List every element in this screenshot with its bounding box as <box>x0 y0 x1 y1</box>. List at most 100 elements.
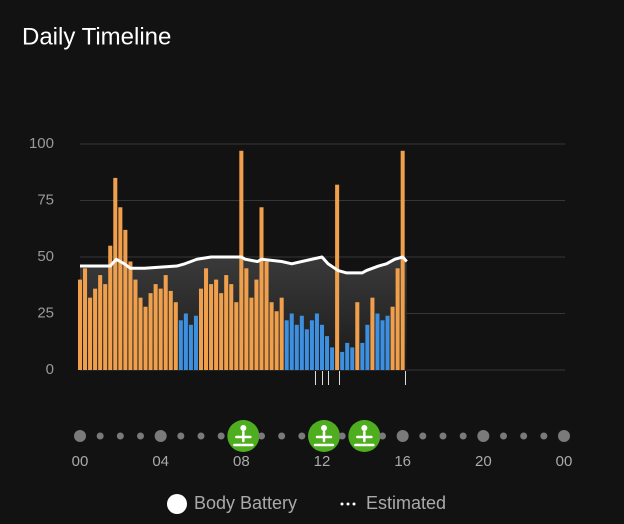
activity-icon <box>308 420 340 452</box>
stress-bar <box>264 261 269 370</box>
stress-bar <box>340 351 345 370</box>
stress-bar <box>395 268 400 370</box>
x-tick-label: 00 <box>556 453 573 470</box>
stress-bar <box>234 302 239 370</box>
stress-bar <box>77 279 83 370</box>
icon-head <box>361 425 368 431</box>
stress-bar <box>274 311 279 370</box>
timeline-dot <box>137 432 144 440</box>
stress-bar <box>229 284 234 370</box>
icon-body <box>233 430 254 447</box>
timeline-dot <box>477 430 490 442</box>
stress-bar <box>254 279 259 370</box>
stress-bar <box>375 313 380 370</box>
y-tick-label: 25 <box>37 304 54 321</box>
stress-bar <box>385 315 390 370</box>
body-battery-line <box>80 255 408 275</box>
stress-bar <box>88 297 93 370</box>
event-markers <box>315 371 406 385</box>
stress-bar <box>294 324 299 370</box>
stress-bar <box>335 184 340 370</box>
x-tick-label: 16 <box>394 453 411 470</box>
stress-bar <box>390 306 395 370</box>
stress-bar <box>133 279 138 370</box>
timeline-dot <box>520 432 528 440</box>
x-tick-label: 00 <box>72 453 89 470</box>
stress-bar <box>188 324 193 370</box>
x-tick-label: 12 <box>314 453 331 470</box>
timeline-dot <box>96 432 104 440</box>
stress-bar <box>370 297 375 370</box>
stress-bar <box>284 320 289 370</box>
icon-head <box>240 425 247 431</box>
stress-bar <box>244 268 249 370</box>
stress-bar <box>168 290 173 370</box>
plot: 0 25 50 75 100 00 04 08 12 16 20 00 <box>29 135 572 470</box>
y-tick-label: 75 <box>37 191 54 208</box>
legend-dots <box>340 502 356 506</box>
timeline-dot <box>379 432 386 440</box>
stress-bar <box>83 268 88 370</box>
x-tick-label: 20 <box>475 453 492 470</box>
stress-bar <box>239 150 244 370</box>
stress-bar <box>400 150 405 370</box>
icon-body <box>354 430 375 447</box>
stress-bar <box>173 302 178 370</box>
stress-bar <box>299 315 304 370</box>
activity-icon <box>227 420 260 452</box>
stress-bar <box>330 347 335 370</box>
stress-bar <box>309 320 314 370</box>
timeline-dot <box>298 432 306 440</box>
stress-bar <box>128 261 133 370</box>
stress-bar <box>178 320 183 370</box>
stress-bar <box>153 284 158 370</box>
timeline-dot <box>217 432 225 440</box>
timeline-dot <box>396 430 409 442</box>
stress-bar <box>259 207 264 370</box>
stress-bar <box>148 293 153 370</box>
stress-bar <box>198 288 204 370</box>
stress-bar <box>143 306 148 370</box>
stress-bar <box>163 275 168 370</box>
stress-bar <box>108 245 113 370</box>
stress-bar <box>93 288 98 370</box>
stress-bar <box>103 284 108 370</box>
legend-swatch <box>167 494 187 514</box>
timeline-dot <box>154 430 167 442</box>
icon-head <box>321 425 327 431</box>
timeline-dot <box>500 432 507 440</box>
timeline-dot <box>177 432 185 440</box>
stress-bar <box>118 207 123 370</box>
stress-bar <box>204 268 209 370</box>
stress-bar <box>224 275 229 370</box>
legend-label: Estimated <box>366 493 446 513</box>
stress-bar <box>138 297 143 370</box>
timeline-dot <box>258 432 265 440</box>
chart-title: Daily Timeline <box>22 23 171 50</box>
stress-bar <box>219 293 224 370</box>
x-tick-label: 04 <box>152 453 169 470</box>
stress-bar <box>209 284 214 370</box>
stress-bar <box>158 288 163 370</box>
stress-bar <box>279 297 284 370</box>
stress-bar <box>304 329 309 370</box>
stress-bar <box>193 315 198 370</box>
stress-bar <box>319 324 325 370</box>
timeline-dot <box>558 430 570 442</box>
timeline-dot <box>459 432 467 440</box>
stress-bar <box>380 320 385 370</box>
stress-bar <box>269 302 274 370</box>
stress-bar <box>123 229 128 370</box>
stress-bar <box>325 336 330 370</box>
timeline-dot <box>540 432 548 440</box>
stress-bar <box>289 313 294 370</box>
icon-body <box>313 430 335 447</box>
timeline-dot <box>278 432 286 440</box>
stress-bar <box>314 313 319 370</box>
y-tick-label: 50 <box>37 248 54 265</box>
stress-bar <box>345 342 350 370</box>
timeline-dot <box>197 432 205 440</box>
timeline-dot <box>419 432 427 440</box>
legend-label: Body Battery <box>194 493 297 513</box>
